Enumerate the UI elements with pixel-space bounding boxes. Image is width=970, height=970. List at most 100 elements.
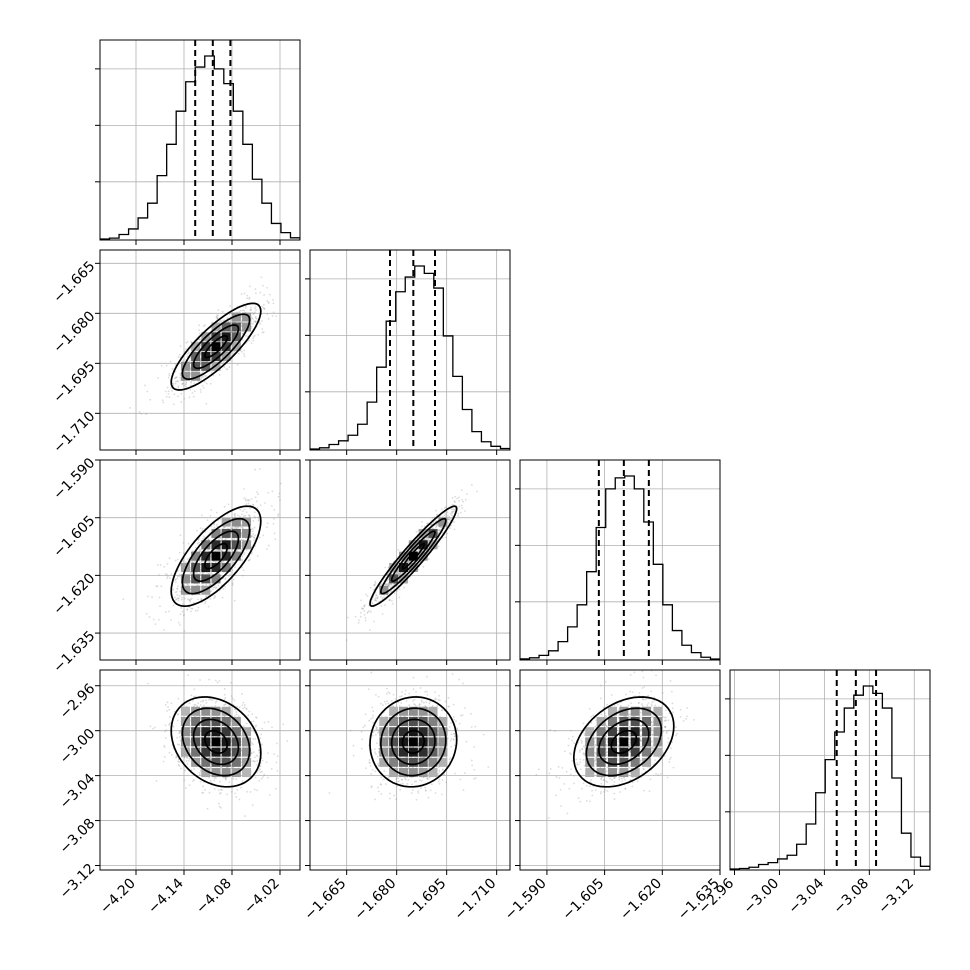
density-cell — [242, 322, 252, 332]
density-cell — [653, 737, 663, 747]
histogram-2 — [520, 475, 720, 660]
density-cell — [211, 352, 221, 362]
density-cell — [418, 540, 428, 550]
density-cell — [211, 551, 221, 561]
density-cell — [408, 727, 418, 737]
scatter-points — [122, 468, 282, 632]
y-tick-label: −1.590 — [50, 455, 98, 503]
density-cell — [191, 563, 201, 573]
density-cell — [428, 768, 438, 778]
panel-2-0: −1.590 −1.605 −1.620 −1.635 — [50, 455, 301, 676]
density-cell — [180, 361, 190, 371]
density-cell — [211, 528, 221, 538]
panel-plot-area — [520, 670, 720, 870]
density-cell — [191, 371, 201, 381]
panel-plot-area — [310, 250, 510, 450]
density-cell — [201, 727, 211, 737]
contour-line — [181, 517, 251, 595]
contour-line — [390, 718, 436, 766]
density-cell — [585, 768, 595, 778]
density-cell — [596, 727, 606, 737]
x-tick-label: −1.680 — [352, 876, 400, 924]
panel-3-1: −1.710−1.695−1.680−1.665 — [302, 669, 511, 924]
density-cell — [408, 551, 418, 561]
density-cell — [607, 716, 617, 726]
x-tick-label: −3.04 — [786, 875, 828, 917]
x-tick-label: −4.08 — [193, 876, 235, 918]
panel-1-1 — [305, 249, 511, 455]
contour-line — [192, 530, 240, 583]
density-cell — [201, 757, 211, 767]
y-tick-label: −1.695 — [50, 358, 98, 406]
density-cell — [221, 716, 231, 726]
density-cell — [428, 706, 438, 716]
density-cell — [630, 768, 640, 778]
density-cell — [221, 563, 231, 573]
panel-0-0 — [95, 39, 301, 245]
density-cell — [242, 747, 252, 757]
density-cell — [653, 747, 663, 757]
contour-line — [379, 517, 447, 595]
panel-frame — [99, 459, 301, 661]
contour-line — [390, 530, 436, 582]
density-cell — [642, 716, 652, 726]
density-cell — [438, 757, 448, 767]
panel-frame — [99, 669, 301, 871]
density-cell — [201, 716, 211, 726]
density-cell — [642, 747, 652, 757]
density-cell — [596, 747, 606, 757]
density-cell — [607, 747, 617, 757]
density-cell — [211, 737, 221, 747]
density-cell — [642, 727, 652, 737]
x-tick-label: −4.02 — [241, 876, 283, 918]
density-cell — [231, 757, 241, 767]
density-cell — [211, 342, 221, 352]
density-cell — [408, 737, 418, 747]
y-tick-label: −1.635 — [50, 628, 98, 676]
density-cell — [191, 727, 201, 737]
x-tick-label: −3.12 — [875, 876, 917, 918]
contour-line — [572, 696, 675, 788]
density-cell — [231, 737, 241, 747]
density-cell — [389, 574, 399, 584]
density-cell — [180, 706, 190, 716]
density-cell — [211, 574, 221, 584]
density-cell — [379, 747, 389, 757]
density-cell — [180, 727, 190, 737]
density-cell — [642, 757, 652, 767]
density-cell — [630, 716, 640, 726]
density-cell — [389, 716, 399, 726]
density-cell — [379, 716, 389, 726]
density-cell — [408, 706, 418, 716]
density-cell — [607, 757, 617, 767]
y-tick-label: −1.680 — [50, 308, 98, 356]
x-tick-label: −1.605 — [559, 876, 607, 924]
density-cell — [428, 747, 438, 757]
panel-frame — [99, 249, 301, 451]
panel-2-2 — [515, 459, 721, 665]
density-cell — [389, 706, 399, 716]
density-cell — [221, 342, 231, 352]
density-cell — [231, 342, 241, 352]
scatter-points — [328, 671, 490, 801]
panel-2-1 — [305, 459, 511, 665]
density-cell — [630, 727, 640, 737]
density-cell — [180, 574, 190, 584]
density-cell — [596, 768, 606, 778]
x-tick-label: −1.710 — [452, 876, 500, 924]
density-cell — [211, 757, 221, 767]
panel-frame — [309, 249, 511, 451]
density-cell — [231, 322, 241, 332]
density-cell — [191, 551, 201, 561]
density-cell — [418, 757, 428, 767]
panel-frame — [519, 669, 721, 871]
density-cell — [211, 716, 221, 726]
density-cell — [438, 517, 448, 527]
histogram-1 — [310, 265, 510, 450]
density-cell — [398, 737, 408, 747]
contour-line — [203, 542, 229, 570]
density-cell — [379, 585, 389, 595]
density-cell — [231, 551, 241, 561]
density-cell — [408, 747, 418, 757]
contour-line — [192, 324, 240, 370]
